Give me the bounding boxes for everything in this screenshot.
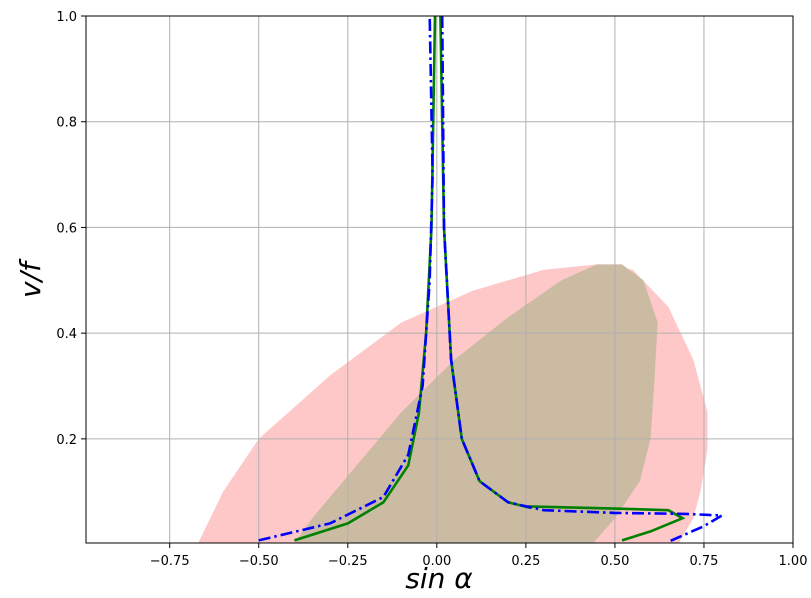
x-tick-label: 1.00: [779, 554, 808, 569]
x-tick-label: 0.50: [600, 554, 629, 569]
y-tick-label: 0.4: [56, 327, 77, 342]
x-tick-label: −0.50: [239, 554, 279, 569]
y-tick-label: 0.2: [56, 433, 77, 448]
y-axis-label: v/f: [14, 258, 47, 298]
x-tick-label: 0.00: [422, 554, 451, 569]
curve: [258, 15, 727, 544]
region: [294, 264, 658, 543]
x-tick-label: −0.25: [328, 554, 368, 569]
y-tick-label: 1.0: [56, 10, 77, 25]
x-axis-label: sin α: [405, 562, 473, 595]
x-tick-label: 0.25: [511, 554, 540, 569]
x-tick-label: −0.75: [150, 554, 190, 569]
x-tick-label: 0.75: [689, 554, 718, 569]
y-tick-label: 0.8: [56, 116, 77, 131]
y-tick-label: 0.6: [56, 221, 77, 236]
plot-frame: [85, 15, 794, 544]
